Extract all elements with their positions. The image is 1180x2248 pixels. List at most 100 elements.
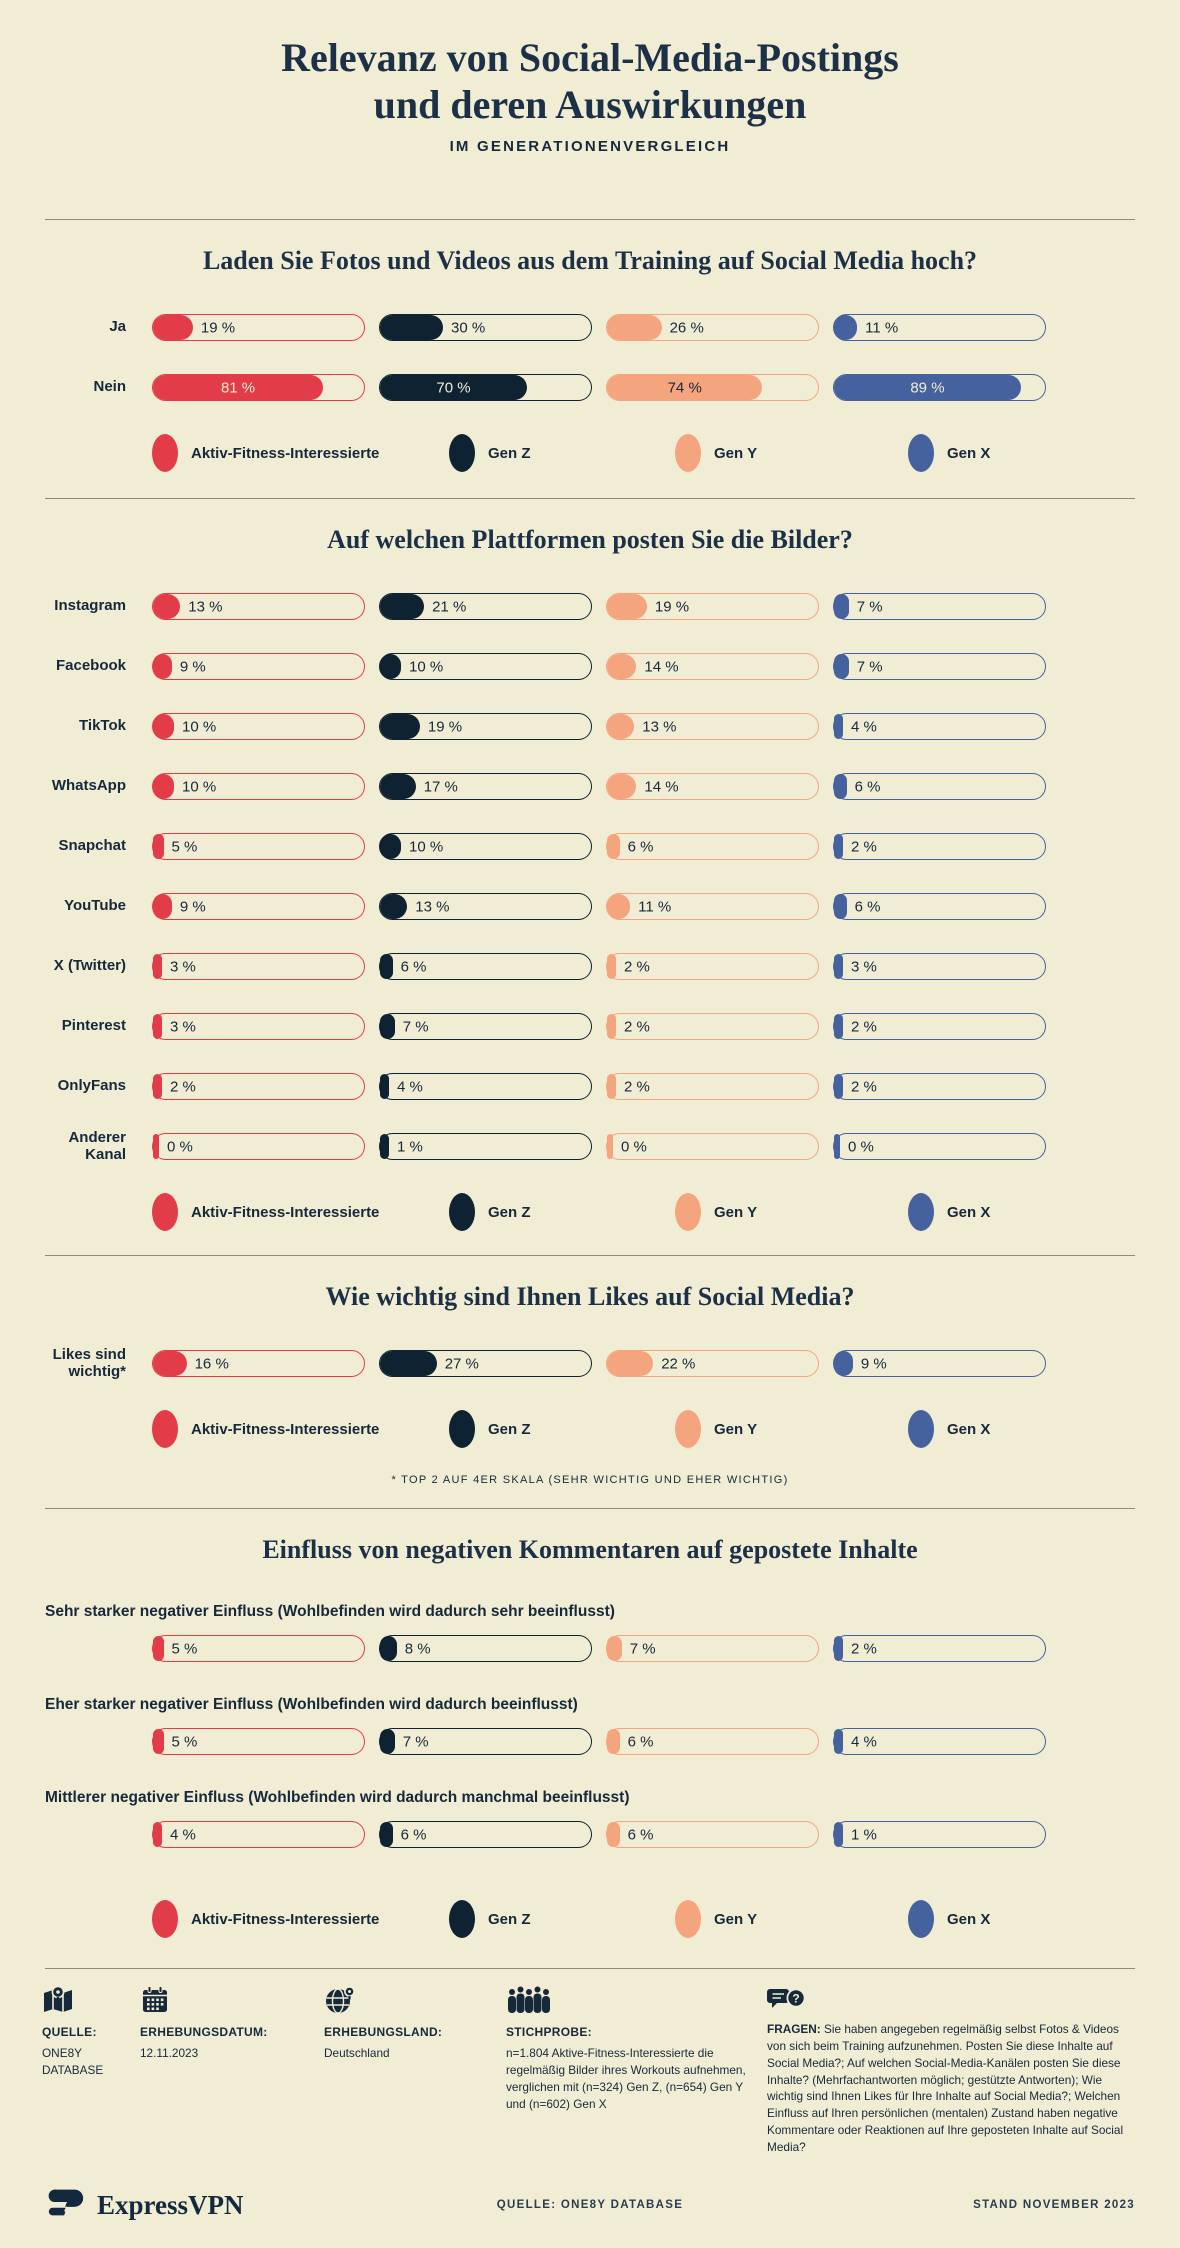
section-1: Auf welchen Plattformen posten Sie die B…	[0, 498, 1180, 1232]
bar-value: 19 %	[200, 319, 236, 337]
section-3: Einfluss von negativen Kommentaren auf g…	[0, 1508, 1180, 1939]
bar-fill	[607, 1636, 622, 1662]
bar-value: 8 %	[404, 1640, 431, 1658]
bottom-date: STAND NOVEMBER 2023	[973, 2199, 1135, 2211]
row-label: Snapchat	[58, 837, 126, 855]
bar-value: 10 %	[409, 658, 444, 676]
legend-label: Gen Y	[714, 1910, 758, 1928]
bar-group: 3 % 6 % 2 % 3 %	[152, 953, 1046, 981]
bar-fill	[153, 1074, 162, 1100]
legend-label: Gen Y	[714, 1203, 758, 1221]
legend-label: Gen X	[947, 1910, 991, 1928]
legend-label: Gen X	[947, 1420, 991, 1438]
bar-track: 2 %	[833, 833, 1046, 861]
bar-value: 2 %	[851, 1018, 877, 1036]
bar-track: 7 %	[379, 1013, 592, 1041]
bar-fill	[380, 1822, 393, 1848]
bar-row: Instagram 13 % 21 % 19 % 7 %	[0, 593, 1180, 621]
bar-track: 10 %	[379, 653, 592, 681]
bar-fill	[153, 1636, 164, 1662]
bar-value: 5 %	[171, 838, 198, 856]
page-title-line1: Relevanz von Social-Media-Postings	[281, 35, 899, 80]
legend-dot	[449, 1900, 475, 1939]
bar-track: 5 %	[152, 1635, 365, 1663]
bar-row: Nein 81 % 70 % 74 % 89 %	[0, 374, 1180, 402]
bar-track: 30 %	[379, 314, 592, 342]
bar-value: 26 %	[669, 319, 704, 337]
svg-text:?: ?	[792, 1992, 799, 2006]
bar-track: 7 %	[833, 653, 1046, 681]
bar-fill	[153, 315, 193, 341]
bar-value: 14 %	[644, 778, 679, 796]
legend-label: Aktiv-Fitness-Interessierte	[191, 1910, 380, 1928]
bar-value: 5 %	[171, 1733, 198, 1751]
bar-fill	[834, 1822, 843, 1848]
bar-value: 6 %	[854, 778, 881, 796]
bar-value: 74 %	[667, 379, 702, 397]
bar-fill	[607, 594, 647, 620]
bar-track: 0 %	[606, 1133, 819, 1161]
legend-item: Gen Z	[449, 434, 675, 473]
bar-value: 7 %	[629, 1640, 656, 1658]
bar-track: 7 %	[606, 1635, 819, 1663]
section-divider	[45, 1508, 1135, 1510]
section-divider	[45, 1255, 1135, 1257]
bar-track: 11 %	[833, 314, 1046, 342]
bar-row: 5 % 8 % 7 % 2 %	[0, 1635, 1180, 1663]
footer-label-quelle: QUELLE:	[42, 2025, 97, 2040]
bar-group: 5 % 10 % 6 % 2 %	[152, 833, 1046, 861]
legend-dot	[152, 1900, 178, 1939]
legend: Aktiv-Fitness-Interessierte Gen Z Gen Y Gen…	[0, 1900, 1180, 1939]
bar-track: 6 %	[833, 893, 1046, 921]
bar-group: 16 % 27 % 22 % 9 %	[152, 1350, 1046, 1378]
legend-item: Gen Z	[449, 1193, 675, 1232]
bar-value: 1 %	[397, 1138, 423, 1156]
bar-row: YouTube 9 % 13 % 11 % 6 %	[0, 893, 1180, 921]
bar-fill	[834, 594, 849, 620]
row-label: Nein	[93, 378, 126, 396]
bar-group: 0 % 1 % 0 % 0 %	[152, 1133, 1046, 1161]
bar-fill	[153, 954, 162, 980]
bar-fill	[153, 1822, 162, 1848]
bar-track: 6 %	[606, 1728, 819, 1756]
bar-value: 6 %	[627, 838, 654, 856]
bar-fill	[834, 1014, 843, 1040]
row-label: WhatsApp	[51, 777, 126, 795]
bar-fill	[153, 1134, 159, 1160]
bar-track: 10 %	[152, 773, 365, 801]
bar-value: 7 %	[402, 1733, 429, 1751]
bar-value: 30 %	[451, 319, 486, 337]
bar-value: 9 %	[179, 658, 206, 676]
bar-group: 10 % 19 % 13 % 4 %	[152, 713, 1046, 741]
footer-label-stichprobe: STICHPROBE:	[506, 2025, 592, 2040]
legend-dot	[675, 1900, 701, 1939]
bar-fill	[607, 1729, 620, 1755]
bar-value: 6 %	[627, 1826, 654, 1844]
bar-track: 19 %	[606, 593, 819, 621]
bar-track: 81 %	[152, 374, 365, 402]
footer-fragen-text: FRAGEN: Sie haben angegeben regelmäßig s…	[767, 2021, 1137, 2155]
bar-track: 6 %	[606, 833, 819, 861]
bar-value: 10 %	[182, 778, 217, 796]
footer-value-erhebungsland: Deutschland	[324, 2046, 390, 2061]
bar-track: 14 %	[606, 653, 819, 681]
bar-fill	[834, 654, 849, 680]
bar-value: 22 %	[661, 1355, 696, 1373]
people-icon	[506, 1985, 767, 2015]
bar-track: 22 %	[606, 1350, 819, 1378]
footer-col-erhebungsland: ERHEBUNGSLAND: Deutschland	[324, 1985, 506, 2155]
bar-fill	[607, 894, 631, 920]
section-0: Laden Sie Fotos und Videos aus dem Train…	[0, 219, 1180, 473]
subsection-label: Sehr starker negativer Einfluss (Wohlbef…	[45, 1603, 615, 1621]
bar-fill	[153, 1729, 164, 1755]
bar-fill	[380, 1729, 395, 1755]
footer-value-erhebungsdatum: 12.11.2023	[140, 2046, 199, 2061]
bar-track: 9 %	[833, 1350, 1046, 1378]
bar-value: 89 %	[910, 379, 945, 397]
bar-value: 81 %	[220, 379, 256, 397]
legend-dot	[675, 1410, 701, 1449]
bar-fill	[153, 774, 174, 800]
bar-fill	[380, 594, 425, 620]
bar-fill	[153, 1351, 187, 1377]
